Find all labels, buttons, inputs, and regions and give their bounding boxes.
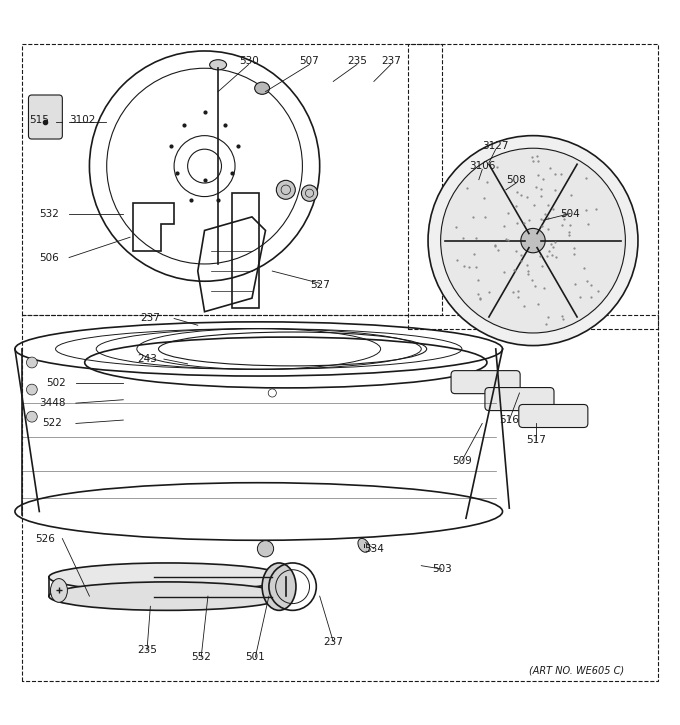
Text: 552: 552 xyxy=(191,652,211,662)
Text: 517: 517 xyxy=(526,436,546,445)
Circle shape xyxy=(428,136,638,346)
Circle shape xyxy=(276,181,295,199)
Text: 515: 515 xyxy=(29,115,48,125)
Text: 237: 237 xyxy=(323,637,343,647)
Text: 237: 237 xyxy=(141,313,160,323)
Ellipse shape xyxy=(209,59,226,70)
Text: 527: 527 xyxy=(310,280,330,289)
Text: 532: 532 xyxy=(39,209,58,218)
Text: 506: 506 xyxy=(39,252,58,262)
Ellipse shape xyxy=(49,582,286,610)
Circle shape xyxy=(301,185,318,202)
Ellipse shape xyxy=(262,563,296,610)
Text: 243: 243 xyxy=(137,354,157,364)
Text: 516: 516 xyxy=(499,415,520,425)
Text: (ART NO. WE605 C): (ART NO. WE605 C) xyxy=(529,666,624,676)
Text: 503: 503 xyxy=(432,564,452,574)
Circle shape xyxy=(521,228,545,253)
Text: 3102: 3102 xyxy=(69,115,96,125)
Circle shape xyxy=(27,357,37,368)
Text: 235: 235 xyxy=(137,645,157,655)
Text: 3448: 3448 xyxy=(39,398,65,408)
Ellipse shape xyxy=(255,82,269,94)
Circle shape xyxy=(27,411,37,422)
Text: 507: 507 xyxy=(300,56,320,66)
Text: 237: 237 xyxy=(381,56,401,66)
Text: 509: 509 xyxy=(452,456,472,465)
Text: 3127: 3127 xyxy=(483,141,509,151)
FancyBboxPatch shape xyxy=(485,388,554,410)
Text: 502: 502 xyxy=(46,378,65,388)
Text: 530: 530 xyxy=(239,56,258,66)
Circle shape xyxy=(257,541,273,557)
Text: 534: 534 xyxy=(364,544,384,554)
FancyBboxPatch shape xyxy=(451,370,520,394)
Text: 508: 508 xyxy=(506,175,526,185)
Text: 3106: 3106 xyxy=(469,161,496,171)
Text: 235: 235 xyxy=(347,56,367,66)
Ellipse shape xyxy=(358,539,369,552)
Ellipse shape xyxy=(50,579,67,602)
Text: 526: 526 xyxy=(35,534,55,544)
Text: 501: 501 xyxy=(245,652,265,662)
Circle shape xyxy=(441,148,626,333)
Ellipse shape xyxy=(49,563,286,592)
FancyBboxPatch shape xyxy=(29,95,63,139)
Text: 504: 504 xyxy=(560,209,580,218)
Text: 522: 522 xyxy=(42,418,62,428)
Circle shape xyxy=(27,384,37,395)
FancyBboxPatch shape xyxy=(519,405,588,428)
